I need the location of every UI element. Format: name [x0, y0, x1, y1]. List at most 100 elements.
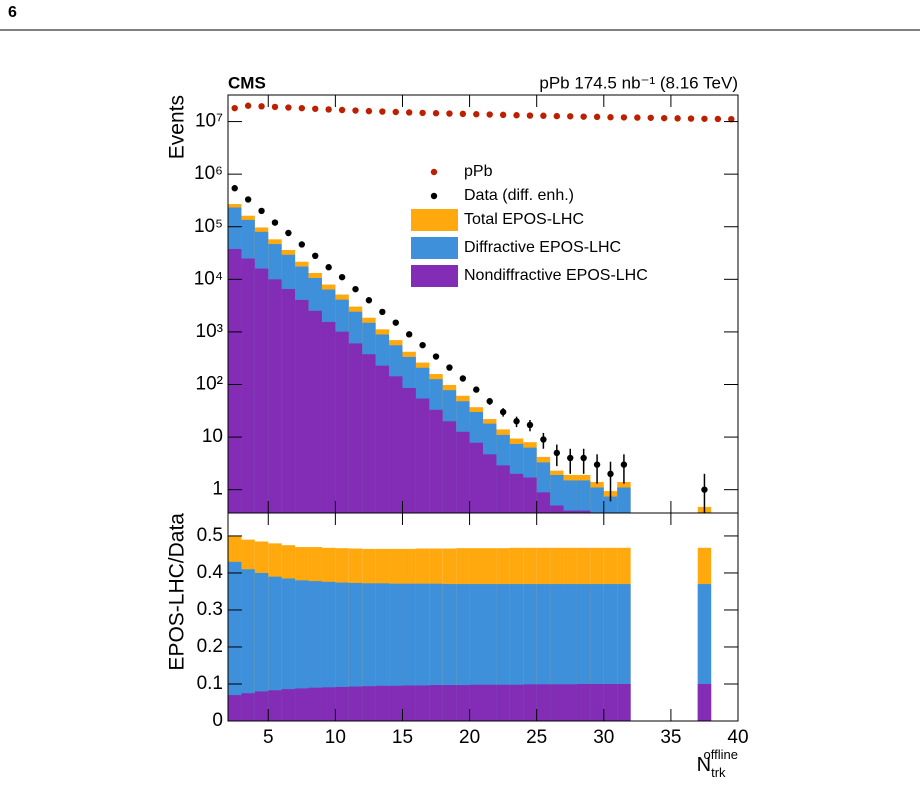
histogram-bin: [362, 686, 376, 721]
data-point: [432, 110, 440, 117]
plot-area: [228, 535, 712, 721]
histogram-bin: [496, 465, 510, 513]
data-point: [419, 109, 426, 117]
histogram-bin: [228, 248, 242, 513]
data-point: [244, 102, 252, 109]
histogram-bin: [590, 683, 604, 721]
histogram-bin: [241, 693, 255, 721]
data-point: [325, 264, 332, 271]
data-point: [580, 454, 587, 462]
plot-area: [228, 102, 735, 514]
data-point: [338, 273, 346, 281]
y-tick-label: 0.2: [197, 636, 223, 657]
legend-swatch: [411, 209, 458, 231]
histogram-bin: [563, 684, 577, 721]
histogram-bin: [603, 496, 618, 513]
data-point: [405, 109, 413, 116]
legend-label: pPb: [464, 163, 493, 180]
legend-label: Data (diff. enh.): [464, 187, 574, 204]
histogram-bin: [483, 684, 497, 721]
histogram-bin: [576, 510, 591, 513]
histogram-bin: [429, 685, 443, 721]
x-tick-label: 5: [263, 727, 274, 748]
data-point: [620, 114, 628, 121]
data-point: [473, 111, 480, 118]
histogram-bin: [402, 685, 416, 721]
data-point: [540, 436, 547, 443]
histogram-bin: [268, 576, 282, 721]
histogram-bin: [241, 258, 255, 513]
histogram-bin: [617, 487, 631, 513]
data-point: [526, 112, 534, 119]
data-point: [620, 461, 628, 468]
x-tick-label: 10: [325, 727, 346, 748]
data-point: [714, 115, 722, 123]
data-point: [473, 386, 480, 393]
data-point: [312, 105, 319, 112]
data-point: [526, 421, 534, 429]
histogram-bin: [402, 387, 416, 513]
histogram-bin: [295, 580, 309, 721]
histogram-bin: [389, 685, 403, 721]
legend-swatch: [411, 265, 458, 287]
histogram-bin: [308, 310, 322, 513]
data-point: [499, 408, 507, 416]
data-point: [486, 111, 493, 118]
legend-marker: [430, 192, 438, 200]
data-point: [513, 418, 520, 425]
histogram-bin: [321, 581, 336, 721]
legend-swatch: [411, 237, 458, 259]
histogram-bin: [509, 473, 524, 513]
data-point: [553, 449, 561, 457]
data-point: [285, 104, 292, 111]
x-tick-label: 15: [392, 727, 413, 748]
data-point: [580, 113, 587, 120]
data-point: [432, 353, 440, 360]
data-point: [513, 112, 520, 119]
histogram-bin: [228, 695, 242, 721]
histogram-bin: [563, 510, 577, 513]
histogram-bin: [469, 442, 483, 513]
data-point: [607, 114, 614, 121]
histogram-bin: [281, 689, 296, 721]
data-point: [271, 219, 279, 226]
data-point: [365, 297, 373, 304]
data-point: [701, 486, 708, 493]
y-tick-label: 0.5: [197, 525, 223, 546]
histogram-bin: [348, 686, 363, 721]
data-point: [647, 114, 654, 121]
data-point: [687, 115, 695, 122]
histogram-bin: [456, 431, 470, 513]
data-point: [405, 331, 413, 338]
histogram-bin: [308, 687, 322, 721]
legend-label: Nondiffractive EPOS-LHC: [464, 267, 648, 284]
y-tick-label: 10⁴: [194, 268, 223, 289]
histogram-bin: [536, 684, 551, 721]
histogram-bin: [469, 684, 483, 721]
x-tick-label: 40: [727, 727, 748, 748]
histogram-bin: [697, 683, 712, 721]
y-axis-title: Events: [166, 95, 189, 159]
histogram-bin: [415, 398, 430, 513]
data-point: [728, 115, 735, 123]
data-point: [271, 103, 279, 111]
histogram-bin: [576, 683, 591, 721]
data-point: [312, 252, 319, 260]
data-point: [459, 110, 467, 118]
legend-label: Total EPOS-LHC: [464, 211, 584, 228]
histogram-bin: [456, 685, 470, 721]
data-point: [258, 207, 265, 215]
data-point: [298, 241, 306, 248]
data-point: [298, 104, 306, 112]
data-point: [567, 454, 574, 462]
x-tick-label: 30: [593, 727, 614, 748]
data-point: [352, 107, 359, 114]
histogram-bin: [228, 561, 242, 721]
data-point: [607, 470, 614, 478]
histogram-bin: [523, 477, 537, 513]
histogram-bin: [268, 690, 282, 721]
data-point: [338, 106, 346, 114]
x-tick-label: 35: [660, 727, 681, 748]
data-point: [244, 196, 252, 203]
